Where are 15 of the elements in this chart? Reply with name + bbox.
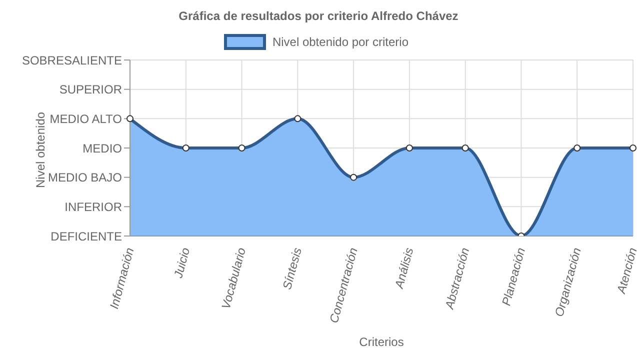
chart-title: Gráfica de resultados por criterio Alfredo Chávez bbox=[178, 8, 460, 25]
y-axis-title: Nivel obtenido bbox=[33, 112, 48, 188]
category-label: SUPERIOR bbox=[59, 82, 122, 97]
category-label: DEFICIENTE bbox=[50, 229, 122, 244]
category-label: MEDIO bbox=[82, 141, 122, 156]
legend-label: Nivel obtenido por criterio bbox=[271, 34, 409, 50]
x-tick-label: Juicio bbox=[170, 246, 193, 280]
x-tick-label: Atención bbox=[614, 246, 637, 296]
x-axis-title: Criterios bbox=[359, 335, 404, 348]
category-label: MEDIO ALTO bbox=[50, 112, 122, 126]
category-label: MEDIO BAJO bbox=[48, 170, 122, 185]
category-label: SOBRESALIENTE bbox=[22, 53, 122, 68]
x-tick-label: Síntesis bbox=[280, 246, 304, 292]
x-tick-label: Análisis bbox=[392, 246, 416, 291]
category-label: INFERIOR bbox=[64, 200, 122, 214]
